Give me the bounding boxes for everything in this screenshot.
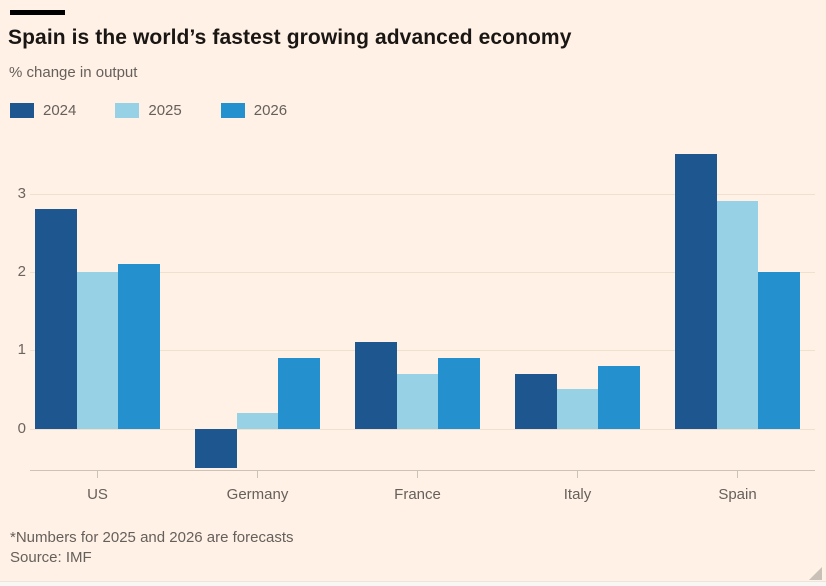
chart-subtitle: % change in output bbox=[9, 64, 138, 81]
chart-footnote: *Numbers for 2025 and 2026 are forecasts bbox=[10, 529, 294, 546]
bar-spain-2024 bbox=[675, 154, 717, 429]
bar-germany-2025 bbox=[236, 412, 279, 429]
x-axis-label-spain: Spain bbox=[718, 486, 757, 503]
bar-us-2025 bbox=[76, 271, 119, 429]
y-axis-tick-label-1: 1 bbox=[17, 341, 26, 359]
bar-us-2026 bbox=[118, 264, 160, 429]
x-axis-label-italy: Italy bbox=[563, 486, 592, 503]
chart-source: Source: IMF bbox=[10, 549, 92, 566]
bar-germany-2026 bbox=[278, 358, 320, 429]
legend-item-2026: 2026 bbox=[220, 102, 288, 119]
bar-us-2024 bbox=[35, 209, 77, 429]
bar-germany-2024 bbox=[195, 428, 237, 468]
bar-spain-2025 bbox=[716, 201, 759, 429]
legend-swatch-2026 bbox=[220, 103, 245, 118]
legend-label-2024: 2024 bbox=[43, 102, 77, 119]
gridline-2 bbox=[30, 271, 815, 273]
x-axis-label-us: US bbox=[87, 486, 108, 503]
x-axis-label-france: France bbox=[394, 486, 441, 503]
gridline-3 bbox=[30, 193, 815, 195]
chart-title: Spain is the world’s fastest growing adv… bbox=[8, 26, 572, 49]
legend-swatch-2025 bbox=[115, 103, 140, 118]
bar-spain-2026 bbox=[758, 271, 800, 429]
bar-italy-2024 bbox=[515, 373, 557, 429]
x-axis-label-germany: Germany bbox=[226, 486, 289, 503]
legend-swatch-2024 bbox=[10, 103, 34, 118]
x-axis-line bbox=[30, 470, 815, 471]
bar-italy-2026 bbox=[598, 365, 640, 429]
legend-item-2024: 2024 bbox=[10, 102, 76, 119]
bar-france-2024 bbox=[355, 342, 397, 429]
y-axis-tick-label-0: 0 bbox=[17, 419, 26, 437]
chart-legend: 2024 2025 2026 bbox=[10, 102, 287, 119]
legend-item-2025: 2025 bbox=[115, 102, 182, 119]
resize-grip-icon[interactable] bbox=[809, 567, 822, 580]
bar-france-2025 bbox=[396, 373, 439, 429]
bottom-edge-strip bbox=[0, 581, 826, 586]
title-accent-bar bbox=[10, 10, 65, 15]
x-axis-tick-italy bbox=[577, 470, 578, 478]
legend-label-2026: 2026 bbox=[253, 102, 288, 119]
bar-france-2026 bbox=[438, 358, 480, 429]
x-axis-tick-us bbox=[97, 470, 98, 478]
x-axis-tick-spain bbox=[737, 470, 738, 478]
bar-italy-2025 bbox=[556, 389, 599, 429]
gridline-0 bbox=[30, 428, 815, 430]
gridline-1 bbox=[30, 350, 815, 352]
x-axis-tick-france bbox=[417, 470, 418, 478]
legend-label-2025: 2025 bbox=[148, 102, 182, 119]
y-axis-tick-label-2: 2 bbox=[17, 262, 26, 280]
y-axis-tick-label-3: 3 bbox=[17, 184, 26, 202]
x-axis-tick-germany bbox=[257, 470, 258, 478]
